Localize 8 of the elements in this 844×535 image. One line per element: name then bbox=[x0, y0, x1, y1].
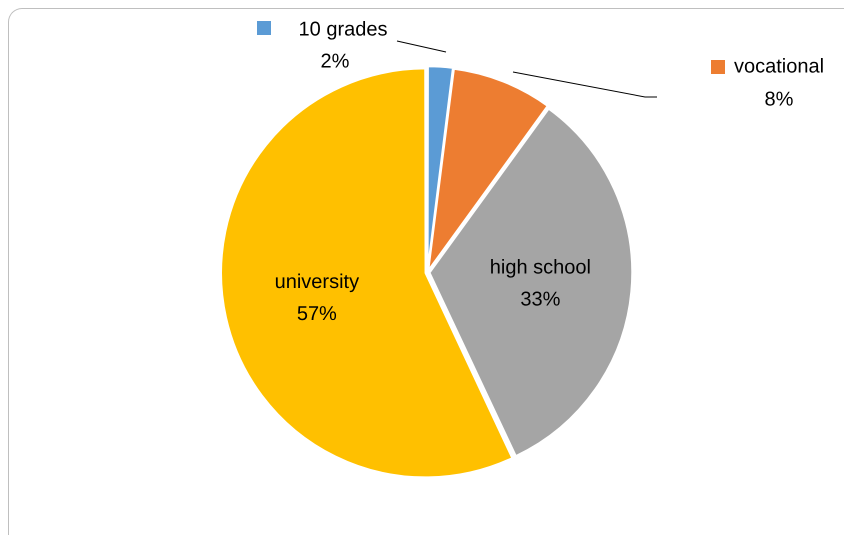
legend-label: 10 grades bbox=[298, 18, 388, 41]
legend-label: vocational bbox=[734, 56, 824, 78]
data-label: 57% bbox=[296, 302, 338, 325]
data-label: 8% bbox=[764, 88, 794, 111]
slice-label: high school bbox=[490, 256, 591, 279]
slice-label: university bbox=[274, 270, 360, 293]
data-label: 33% bbox=[520, 288, 561, 311]
data-label: 2% bbox=[320, 50, 350, 73]
